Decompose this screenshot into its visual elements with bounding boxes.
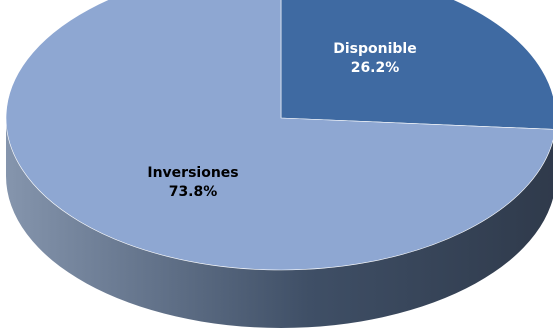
slice-label-name-disponible: Disponible	[333, 41, 416, 57]
pie-slice-inversiones	[5, 0, 553, 271]
slice-label-percent-inversiones: 73.8%	[169, 184, 218, 200]
pie-side-wall	[6, 118, 553, 328]
pie-slice-disponible	[280, 0, 553, 130]
pie-depth-group	[6, 118, 553, 328]
slice-label-name-inversiones: Inversiones	[147, 165, 238, 181]
pie-slices-group	[5, 0, 553, 271]
pie-labels-group: Disponible 26.2% Inversiones 73.8%	[147, 41, 416, 200]
slice-label-percent-disponible: 26.2%	[351, 60, 400, 76]
